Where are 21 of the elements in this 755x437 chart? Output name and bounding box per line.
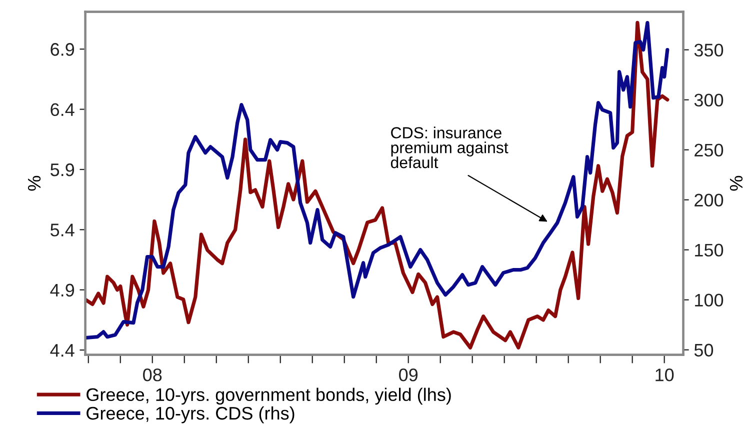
y2-axis-title: % xyxy=(730,176,743,191)
legend-label: Greece, 10-yrs. government bonds, yield (lhs) xyxy=(86,388,451,405)
legend-label: Greece, 10-yrs. CDS (rhs) xyxy=(86,406,294,424)
y-tick-label: 4.4 xyxy=(50,344,74,357)
y-tick-label: 5.4 xyxy=(50,224,74,236)
y2-tick-label: 150 xyxy=(695,244,724,257)
x-tick-label: 10 xyxy=(656,368,674,382)
y-axis-title: % xyxy=(28,176,41,191)
y2-tick-label: 50 xyxy=(694,344,714,357)
y2-tick-label: 350 xyxy=(694,44,724,57)
y2-tick-label: 200 xyxy=(694,194,724,207)
y2-tick-label: 100 xyxy=(695,294,724,307)
annotation: CDS: insurance premium against default xyxy=(390,126,508,168)
x-tick-label: 09 xyxy=(399,368,418,382)
y-tick-label: 6.9 xyxy=(50,43,74,56)
y-tick-label: 4.9 xyxy=(50,284,74,297)
y2-tick-label: 300 xyxy=(694,94,724,107)
x-tick-label: 08 xyxy=(143,368,162,382)
y-tick-label: 5.9 xyxy=(50,163,74,176)
y-tick-label: 6.4 xyxy=(50,103,74,116)
y2-tick-label: 250 xyxy=(694,144,724,157)
